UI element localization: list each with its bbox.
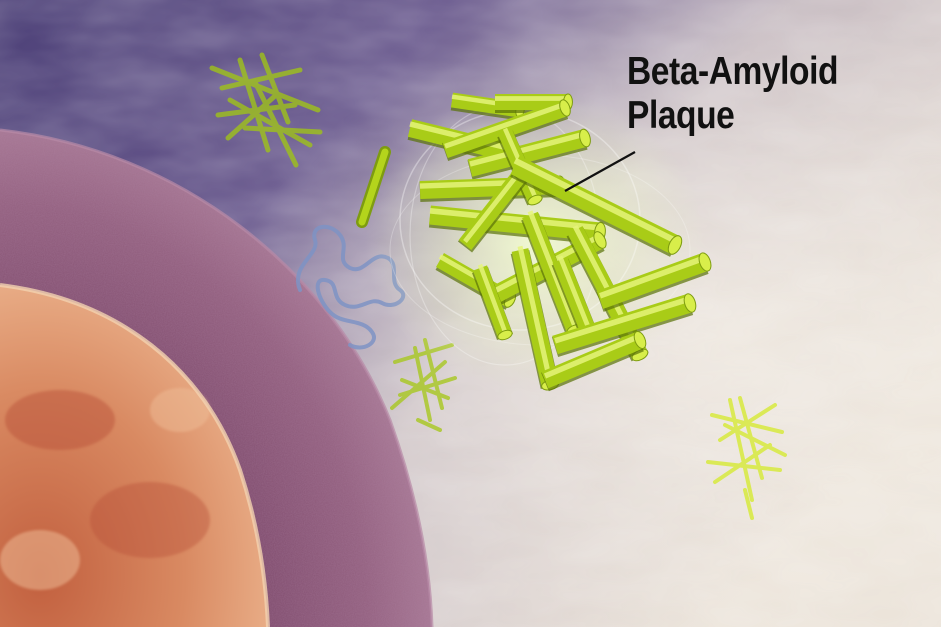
plaque-label-line1: Beta-Amyloid [627, 50, 839, 93]
fibril-rod [428, 205, 606, 245]
small-fibril-cluster-upper [209, 52, 323, 168]
small-fibril-cluster-lower [706, 396, 787, 520]
cell-interior [0, 283, 270, 627]
loose-fibril-rod [356, 146, 391, 228]
fibril-rod [467, 128, 591, 180]
plaque-label-line2: Plaque [627, 94, 735, 137]
fibril-rod [472, 263, 513, 341]
fibril-rod [510, 245, 560, 391]
fibril-rod [551, 293, 697, 358]
fibril-rod [521, 210, 584, 336]
plaque-label: Beta-Amyloid Plaque [627, 50, 838, 138]
label-pointer-line [564, 151, 636, 192]
fibril-rod [596, 252, 712, 312]
fibril-rod [510, 156, 683, 257]
fibril-rod [457, 168, 528, 253]
beta-amyloid-plaque [407, 92, 712, 392]
fibril-rod [541, 330, 647, 392]
